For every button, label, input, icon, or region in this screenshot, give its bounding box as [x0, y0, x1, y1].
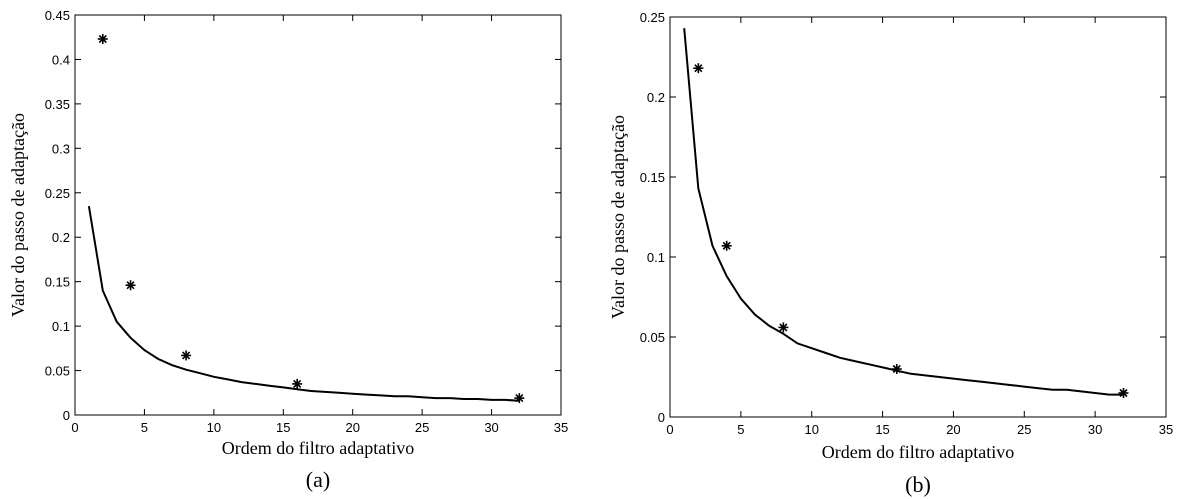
data-point-marker [721, 240, 732, 251]
x-tick-label: 20 [946, 422, 960, 437]
data-point-marker [778, 322, 789, 333]
x-tick-label: 25 [415, 420, 429, 435]
y-tick-label: 0.25 [640, 10, 665, 25]
y-tick-label: 0 [63, 408, 70, 423]
y-tick-label: 0.05 [45, 364, 70, 379]
x-tick-label: 5 [141, 420, 148, 435]
data-point-marker [514, 393, 525, 404]
x-tick-label: 10 [207, 420, 221, 435]
x-tick-label: 5 [737, 422, 744, 437]
x-axis-label: Ordem do filtro adaptativo [222, 438, 414, 458]
x-tick-label: 0 [666, 422, 673, 437]
x-tick-label: 0 [71, 420, 78, 435]
chart-panel-0: 0 5 10 15 20 25 30 35 0 0.05 0.1 0.15 0.2 0.25 0.3 0.35… [8, 8, 568, 492]
y-tick-label: 0.1 [647, 250, 665, 265]
x-tick-label: 25 [1017, 422, 1031, 437]
data-point-marker [181, 350, 192, 361]
series-line [87, 205, 520, 402]
plot-frame [669, 16, 1167, 418]
y-tick-label: 0.2 [52, 230, 70, 245]
y-tick-label: 0 [658, 410, 665, 425]
x-tick-label: 30 [1088, 422, 1102, 437]
marker-stroke [98, 34, 107, 44]
x-axis-label: Ordem do filtro adaptativo [822, 442, 1014, 462]
y-tick-label: 0.4 [52, 52, 70, 67]
x-tick-label: 15 [276, 420, 290, 435]
y-axis-label: Valor do passo de adaptação [8, 113, 28, 317]
marker-stroke [722, 241, 731, 250]
marker-stroke [126, 281, 135, 290]
x-tick-label: 20 [345, 420, 359, 435]
marker-stroke [1119, 388, 1128, 398]
y-tick-label: 0.15 [640, 170, 665, 185]
y-tick-label: 0.15 [45, 275, 70, 290]
y-tick-label: 0.25 [45, 186, 70, 201]
data-point-marker [292, 378, 303, 389]
data-point-marker [125, 280, 136, 291]
marker-stroke [293, 379, 302, 388]
plot-frame [74, 14, 562, 416]
chart-panel-1: 0 5 10 15 20 25 30 35 0 0.05 0.1 0.15 0.2 0.25 Ordem d… [608, 10, 1173, 497]
panel-caption: (b) [905, 472, 931, 497]
series-line [683, 28, 1124, 396]
marker-stroke [515, 394, 524, 403]
x-tick-label: 15 [875, 422, 889, 437]
marker-stroke [779, 323, 788, 332]
data-point-marker [1118, 388, 1129, 398]
x-tick-label: 30 [484, 420, 498, 435]
x-tick-label: 10 [804, 422, 818, 437]
marker-stroke [892, 364, 901, 374]
y-tick-label: 0.2 [647, 90, 665, 105]
x-tick-label: 35 [554, 420, 568, 435]
data-point-marker [693, 63, 704, 74]
marker-stroke [694, 64, 703, 73]
y-tick-label: 0.45 [45, 8, 70, 23]
panel-caption: (a) [306, 467, 330, 492]
x-tick-label: 35 [1159, 422, 1173, 437]
y-tick-label: 0.35 [45, 97, 70, 112]
marker-stroke [182, 351, 191, 360]
data-point-marker [891, 364, 902, 374]
y-tick-label: 0.3 [52, 141, 70, 156]
y-tick-label: 0.1 [52, 319, 70, 334]
data-point-marker [97, 34, 108, 44]
y-tick-label: 0.05 [640, 330, 665, 345]
y-axis-label: Valor do passo de adaptação [608, 115, 628, 319]
